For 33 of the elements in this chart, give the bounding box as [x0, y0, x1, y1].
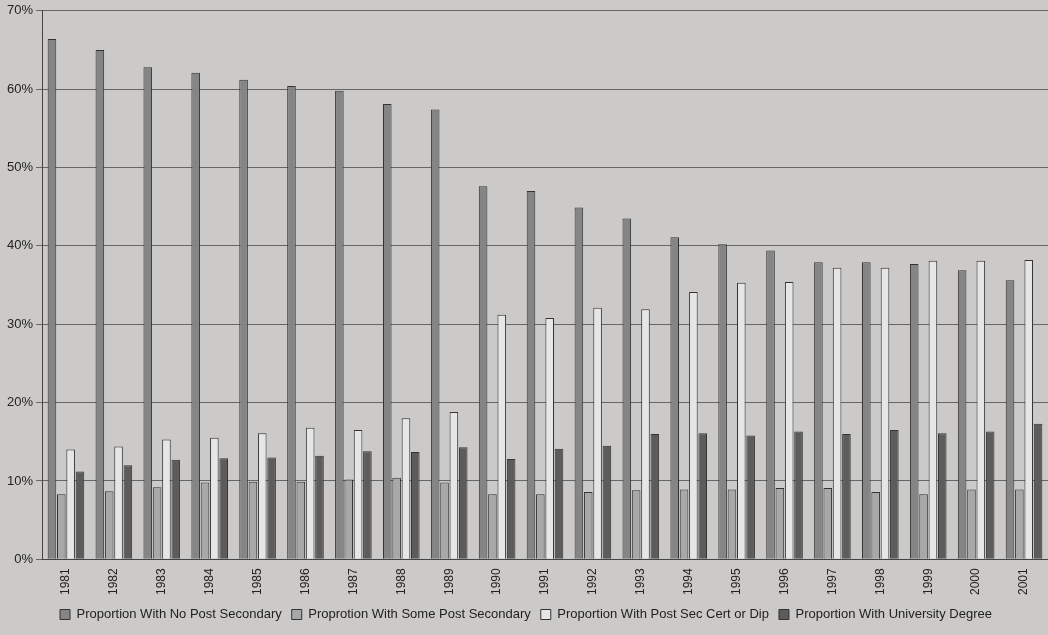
y-tick-label: 20%	[6, 394, 34, 410]
x-tick-label: 1983	[154, 567, 169, 596]
x-tick-label: 1996	[776, 567, 791, 596]
y-tick-label: 40%	[6, 237, 34, 253]
x-tick-label: 1985	[249, 567, 264, 596]
x-tick-label: 1987	[345, 567, 360, 596]
x-tick-label: 1997	[824, 567, 839, 596]
x-tick-label: 1994	[681, 567, 696, 596]
x-tick-label: 1990	[489, 567, 504, 596]
x-tick-label: 1986	[297, 567, 312, 596]
x-tick-label: 1991	[537, 567, 552, 596]
x-tick-label: 1995	[728, 567, 743, 596]
legend-label: Proportion With Post Sec Cert or Dip	[557, 606, 769, 622]
x-tick-label: 1982	[106, 567, 121, 596]
legend-label: Proprotion With Some Post Secondary	[308, 606, 532, 622]
x-tick-label: 1984	[202, 567, 216, 596]
x-tick-label: 1989	[441, 567, 456, 596]
y-tick-label: 60%	[6, 80, 34, 96]
y-tick-label: 30%	[6, 315, 34, 331]
x-tick-label: 1993	[633, 567, 648, 596]
x-tick-label: 1981	[58, 567, 73, 596]
x-tick-label: 1988	[393, 567, 408, 596]
x-tick-label: 2000	[968, 567, 983, 596]
y-tick-label: 50%	[6, 159, 34, 175]
x-tick-label: 1999	[920, 567, 935, 596]
legend-label: Proportion With University Degree	[795, 606, 992, 622]
x-tick-label: 1992	[585, 567, 600, 596]
x-tick-label: 1998	[872, 567, 887, 596]
y-tick-label: 0%	[14, 550, 34, 566]
x-tick-label: 2001	[1016, 567, 1031, 596]
legend-label: Proportion With No Post Secondary	[76, 606, 283, 622]
y-tick-label: 70%	[6, 2, 34, 18]
y-tick-label: 10%	[6, 472, 34, 488]
